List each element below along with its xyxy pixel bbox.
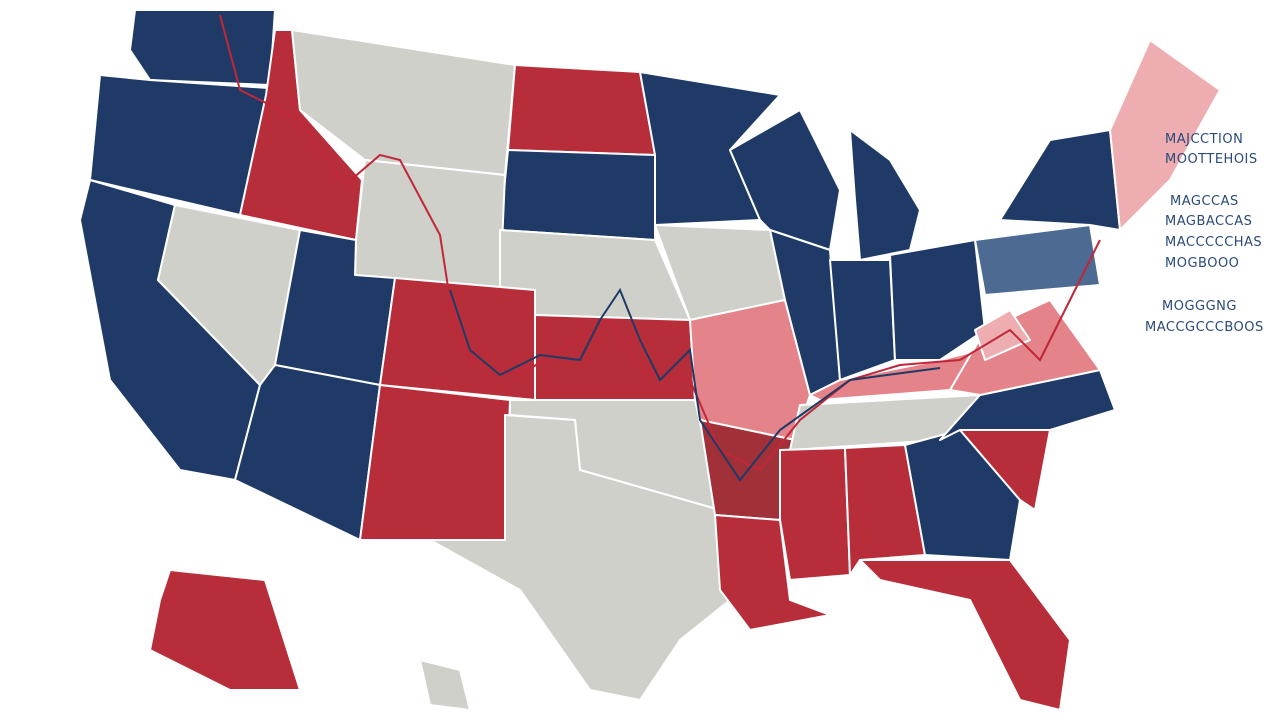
state [999, 129, 1121, 231]
map-label: MOGBOOO [1165, 256, 1239, 271]
state [859, 559, 1071, 711]
state [829, 259, 896, 381]
state [507, 64, 656, 156]
state [889, 239, 986, 361]
map-label: MOOTTEHOIS [1165, 152, 1258, 167]
state [1109, 39, 1221, 231]
map-label: MACCGCCCBOOS [1145, 320, 1264, 335]
labels: MAJCCTION MOOTTEHOIS MAGCCAS MAGBACCAS M… [1145, 132, 1264, 335]
state [129, 9, 276, 86]
states [79, 9, 1221, 711]
trend-line [219, 14, 1101, 472]
map-label: MAGBACCAS [1165, 214, 1252, 229]
state [419, 659, 471, 711]
state [234, 364, 381, 541]
trend-line [449, 287, 941, 482]
state [429, 414, 731, 701]
state [149, 569, 301, 691]
state [359, 384, 511, 541]
state [379, 277, 536, 401]
state [849, 129, 921, 261]
map-label: MAJCCTION [1165, 132, 1243, 147]
state [354, 159, 506, 291]
state [499, 149, 656, 241]
map-label: MAGCCAS [1170, 194, 1239, 209]
state [779, 447, 851, 581]
map-label: MOGGGNG [1162, 299, 1237, 314]
state [844, 444, 926, 576]
trend-lines [219, 14, 1101, 482]
map-label: MACCCCCHAS [1165, 235, 1262, 250]
state [974, 224, 1101, 296]
